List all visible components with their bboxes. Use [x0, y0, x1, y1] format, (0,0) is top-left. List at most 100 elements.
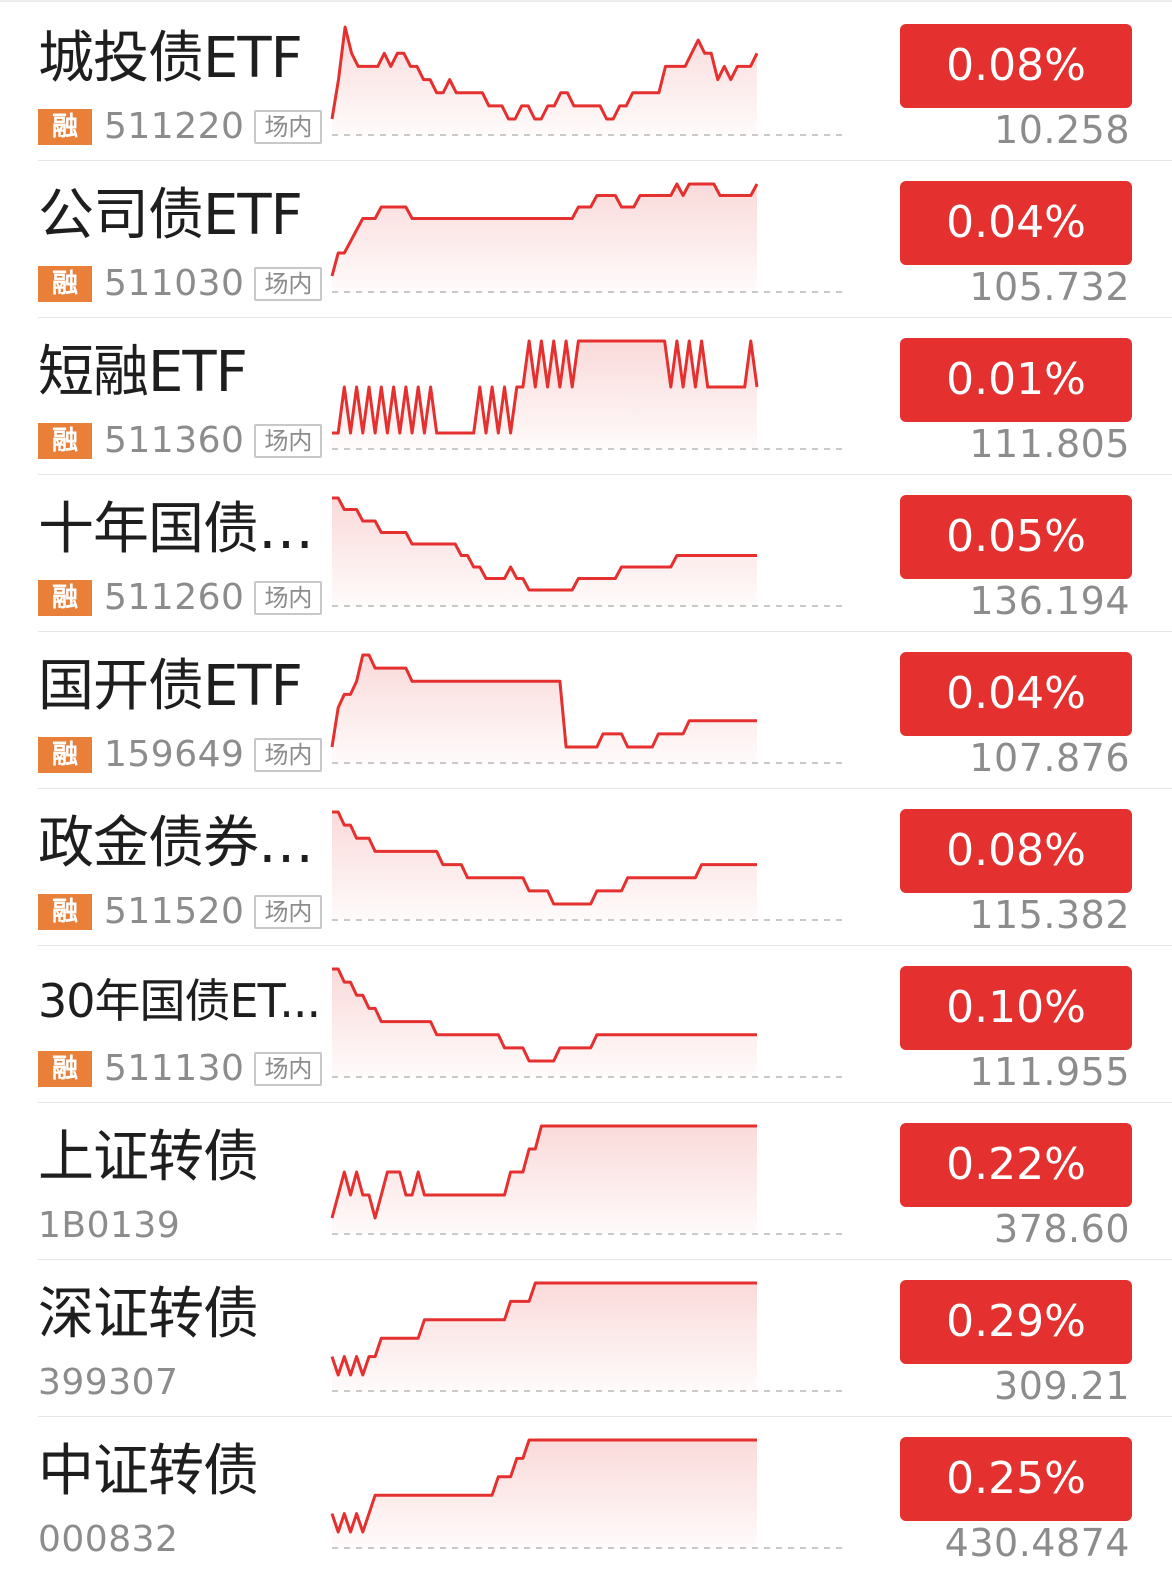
sparkline-chart [332, 496, 844, 607]
margin-badge: 融 [38, 266, 92, 302]
sparkline-chart [330, 1124, 844, 1235]
margin-badge: 融 [38, 894, 92, 930]
sparkline-chart [332, 810, 844, 921]
row-divider [38, 317, 1172, 318]
margin-badge: 融 [38, 423, 92, 459]
market-tag: 场内 [254, 267, 323, 301]
list-item[interactable]: 公司债ETF 融 511030 场内 0.04% 105.732 [0, 161, 1172, 318]
change-percent-button[interactable]: 0.29% [900, 1280, 1132, 1364]
fund-meta: 融 511360 场内 [38, 420, 323, 461]
market-tag: 场内 [254, 895, 323, 929]
market-tag: 场内 [254, 738, 323, 772]
sparkline-area [332, 184, 757, 292]
list-item[interactable]: 政金债券ETF 融 511520 场内 0.08% 115.382 [0, 789, 1172, 946]
list-item[interactable]: 深证转债 399307 0.29% 309.21 [0, 1260, 1172, 1417]
sparkline-area [332, 498, 757, 606]
sparkline-chart [330, 182, 844, 293]
sparkline-chart [332, 967, 844, 1078]
row-divider [38, 1102, 1172, 1103]
fund-meta: 1B0139 [38, 1207, 190, 1245]
sparkline-line [332, 967, 757, 1063]
list-item[interactable]: 国开债ETF 融 159649 场内 0.04% 107.876 [0, 632, 1172, 789]
list-item[interactable]: 30年国债ET... 融 511130 场内 0.10% 111.955 [0, 946, 1172, 1103]
sparkline-area [332, 812, 757, 920]
list-item[interactable]: 上证转债 1B0139 0.22% 378.60 [0, 1103, 1172, 1260]
sparkline-line [332, 339, 759, 435]
fund-code: 399307 [38, 1362, 179, 1403]
fund-code: 511030 [104, 263, 245, 304]
change-percent-button[interactable]: 0.04% [900, 652, 1132, 736]
row-divider [38, 631, 1172, 632]
fund-code: 511360 [104, 420, 245, 461]
row-divider [38, 160, 1172, 161]
fund-name: 深证转债 [38, 1282, 259, 1347]
margin-badge: 融 [38, 737, 92, 773]
latest-price: 111.805 [969, 422, 1130, 466]
fund-meta: 融 159649 场内 [38, 734, 323, 775]
sparkline-area [332, 27, 757, 135]
fund-meta: 融 511030 场内 [38, 263, 323, 304]
change-percent-button[interactable]: 0.05% [900, 495, 1132, 579]
fund-name: 国开债ETF [38, 654, 303, 719]
latest-price: 430.4874 [944, 1521, 1130, 1565]
fund-meta: 融 511130 场内 [38, 1048, 323, 1089]
change-percent-button[interactable]: 0.08% [900, 809, 1132, 893]
fund-code: 511220 [104, 106, 245, 147]
latest-price: 107.876 [969, 736, 1130, 780]
fund-name: 短融ETF [38, 340, 248, 405]
sparkline-chart [330, 1438, 844, 1549]
fund-code: 1B0139 [38, 1205, 181, 1246]
margin-badge: 融 [38, 109, 92, 145]
fund-code: 000832 [38, 1519, 179, 1560]
change-percent-button[interactable]: 0.10% [900, 966, 1132, 1050]
market-tag: 场内 [254, 424, 323, 458]
latest-price: 10.258 [994, 108, 1130, 152]
sparkline-chart [330, 653, 844, 764]
fund-meta: 融 511220 场内 [38, 106, 323, 147]
fund-meta: 000832 [38, 1521, 188, 1559]
latest-price: 309.21 [994, 1364, 1130, 1408]
market-tag: 场内 [254, 1052, 323, 1086]
fund-name: 30年国债ET... [38, 974, 321, 1028]
latest-price: 136.194 [969, 579, 1130, 623]
sparkline-area [332, 1440, 757, 1548]
list-item[interactable]: 十年国债ETF 融 511260 场内 0.05% 136.194 [0, 475, 1172, 632]
sparkline-line [330, 1124, 757, 1220]
market-tag: 场内 [254, 110, 323, 144]
fund-code: 159649 [104, 734, 245, 775]
sparkline-line [332, 496, 757, 592]
row-divider [38, 1416, 1172, 1417]
row-divider [38, 788, 1172, 789]
latest-price: 378.60 [994, 1207, 1130, 1251]
sparkline-line [330, 1281, 757, 1377]
change-percent-button[interactable]: 0.08% [900, 24, 1132, 108]
sparkline-chart [332, 339, 844, 450]
list-item[interactable]: 城投债ETF 融 511220 场内 0.08% 10.258 [0, 4, 1172, 161]
row-divider [38, 945, 1172, 946]
sparkline-chart [330, 1281, 844, 1392]
sparkline-area [332, 969, 757, 1077]
change-percent-button[interactable]: 0.01% [900, 338, 1132, 422]
fund-code: 511520 [104, 891, 245, 932]
fund-code: 511130 [104, 1048, 245, 1089]
latest-price: 111.955 [969, 1050, 1130, 1094]
change-percent-button[interactable]: 0.04% [900, 181, 1132, 265]
list-item[interactable]: 中证转债 000832 0.25% 430.4874 [0, 1417, 1172, 1574]
fund-name: 十年国债ETF [38, 497, 328, 562]
change-percent-button[interactable]: 0.22% [900, 1123, 1132, 1207]
fund-name: 公司债ETF [38, 183, 303, 248]
latest-price: 105.732 [969, 265, 1130, 309]
sparkline-line [330, 1438, 757, 1534]
fund-meta: 399307 [38, 1364, 188, 1402]
fund-name: 政金债券ETF [38, 811, 328, 876]
list-item[interactable]: 短融ETF 融 511360 场内 0.01% 111.805 [0, 318, 1172, 475]
row-divider [38, 474, 1172, 475]
margin-badge: 融 [38, 1051, 92, 1087]
fund-name: 中证转债 [38, 1439, 259, 1504]
change-percent-button[interactable]: 0.25% [900, 1437, 1132, 1521]
market-tag: 场内 [254, 581, 323, 615]
sparkline-line [330, 653, 757, 749]
sparkline-area [332, 655, 757, 763]
sparkline-line [330, 182, 759, 277]
sparkline-area [332, 1283, 757, 1391]
